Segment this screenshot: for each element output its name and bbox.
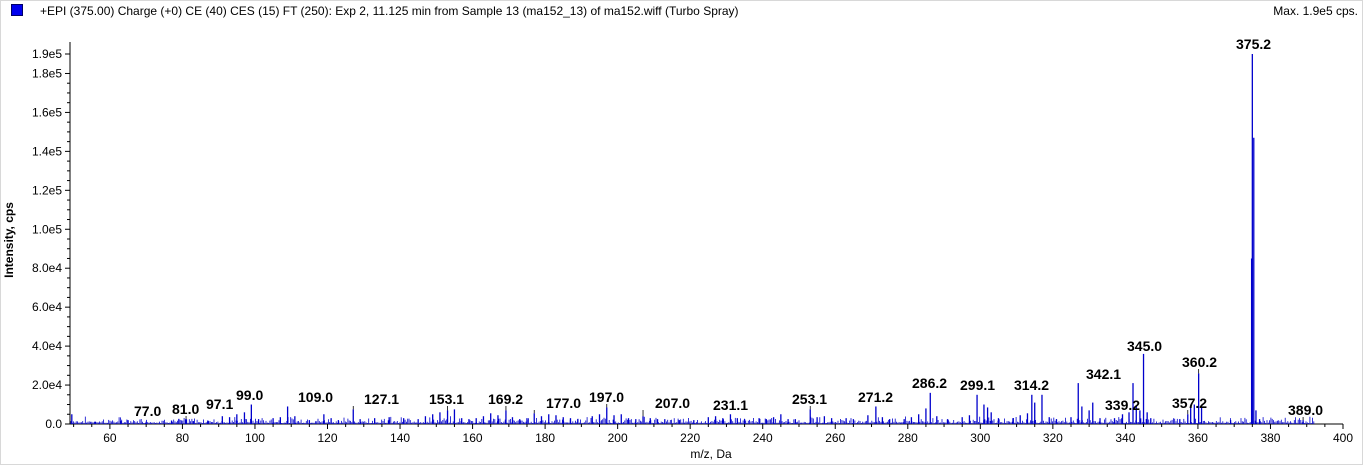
peak-label: 253.1 [792, 391, 827, 407]
peak-label: 342.1 [1086, 366, 1121, 382]
x-tick-label: 100 [245, 431, 265, 445]
x-tick-label: 160 [463, 431, 483, 445]
x-tick-label: 300 [970, 431, 990, 445]
y-tick-label: 8.0e4 [32, 261, 62, 275]
x-axis-title: m/z, Da [690, 447, 732, 461]
peak-label: 77.0 [134, 403, 161, 419]
spectrum-title: +EPI (375.00) Charge (+0) CE (40) CES (1… [40, 4, 739, 18]
y-tick-label: 1.6e5 [32, 105, 62, 119]
x-tick-label: 320 [1043, 431, 1063, 445]
y-axis-title: Intensity, cps [2, 202, 16, 278]
y-tick-label: 6.0e4 [32, 300, 62, 314]
x-tick-label: 220 [680, 431, 700, 445]
peak-label: 339.2 [1105, 397, 1140, 413]
x-tick-label: 240 [753, 431, 773, 445]
x-tick-label: 260 [825, 431, 845, 445]
peak-label: 97.1 [206, 396, 233, 412]
axes: 60 80 100 120 140 160 180 200 220 240 260 280 300 320… [32, 42, 1353, 445]
peak-label: 357.2 [1172, 395, 1207, 411]
peak-label: 177.0 [546, 395, 581, 411]
x-tick-label: 80 [176, 431, 190, 445]
y-tick-label: 1.4e5 [32, 144, 62, 158]
peak-label: 375.2 [1236, 36, 1271, 52]
peak-label: 81.0 [172, 401, 199, 417]
x-tick-label: 120 [317, 431, 337, 445]
peak-label: 109.0 [298, 389, 333, 405]
peak-annotations: 77.0 81.0 97.199.0 109.0 127.1 153.1 169.2 177.… [134, 36, 1323, 421]
y-tick-label: 1.9e5 [32, 47, 62, 61]
y-tick-label: 4.0e4 [32, 339, 62, 353]
y-tick-label: 1.2e5 [32, 183, 62, 197]
y-tick-label: 0.0 [45, 417, 62, 431]
series-swatch [11, 4, 23, 16]
x-tick-label: 180 [535, 431, 555, 445]
peak-label: 127.1 [364, 391, 399, 407]
x-tick-label: 340 [1115, 431, 1135, 445]
peak-label: 360.2 [1182, 354, 1217, 370]
x-tick-label: 60 [103, 431, 117, 445]
peak-series [70, 54, 1315, 424]
peak-label: 99.0 [236, 387, 263, 403]
x-tick-label: 360 [1188, 431, 1208, 445]
x-tick-label: 200 [608, 431, 628, 445]
max-intensity-label: Max. 1.9e5 cps. [1273, 4, 1358, 18]
peak-label: 345.0 [1127, 338, 1162, 354]
x-tick-label: 380 [1260, 431, 1280, 445]
peak-label: 153.1 [429, 391, 464, 407]
peak-label: 207.0 [655, 395, 690, 411]
peak-label: 314.2 [1014, 377, 1049, 393]
chart-header: +EPI (375.00) Charge (+0) CE (40) CES (1… [0, 0, 1363, 24]
peak-label: 271.2 [858, 389, 893, 405]
x-tick-label: 400 [1333, 431, 1353, 445]
peak-label: 286.2 [912, 375, 947, 391]
y-tick-label: 2.0e4 [32, 378, 62, 392]
peak-label: 169.2 [488, 391, 523, 407]
peak-label: 197.0 [589, 389, 624, 405]
y-tick-label: 1.8e5 [32, 66, 62, 80]
y-tick-label: 1.0e5 [32, 222, 62, 236]
x-tick-label: 280 [898, 431, 918, 445]
peak-label: 389.0 [1288, 402, 1323, 418]
x-tick-label: 140 [390, 431, 410, 445]
peak-label: 231.1 [713, 397, 748, 413]
peak-label: 299.1 [960, 377, 995, 393]
